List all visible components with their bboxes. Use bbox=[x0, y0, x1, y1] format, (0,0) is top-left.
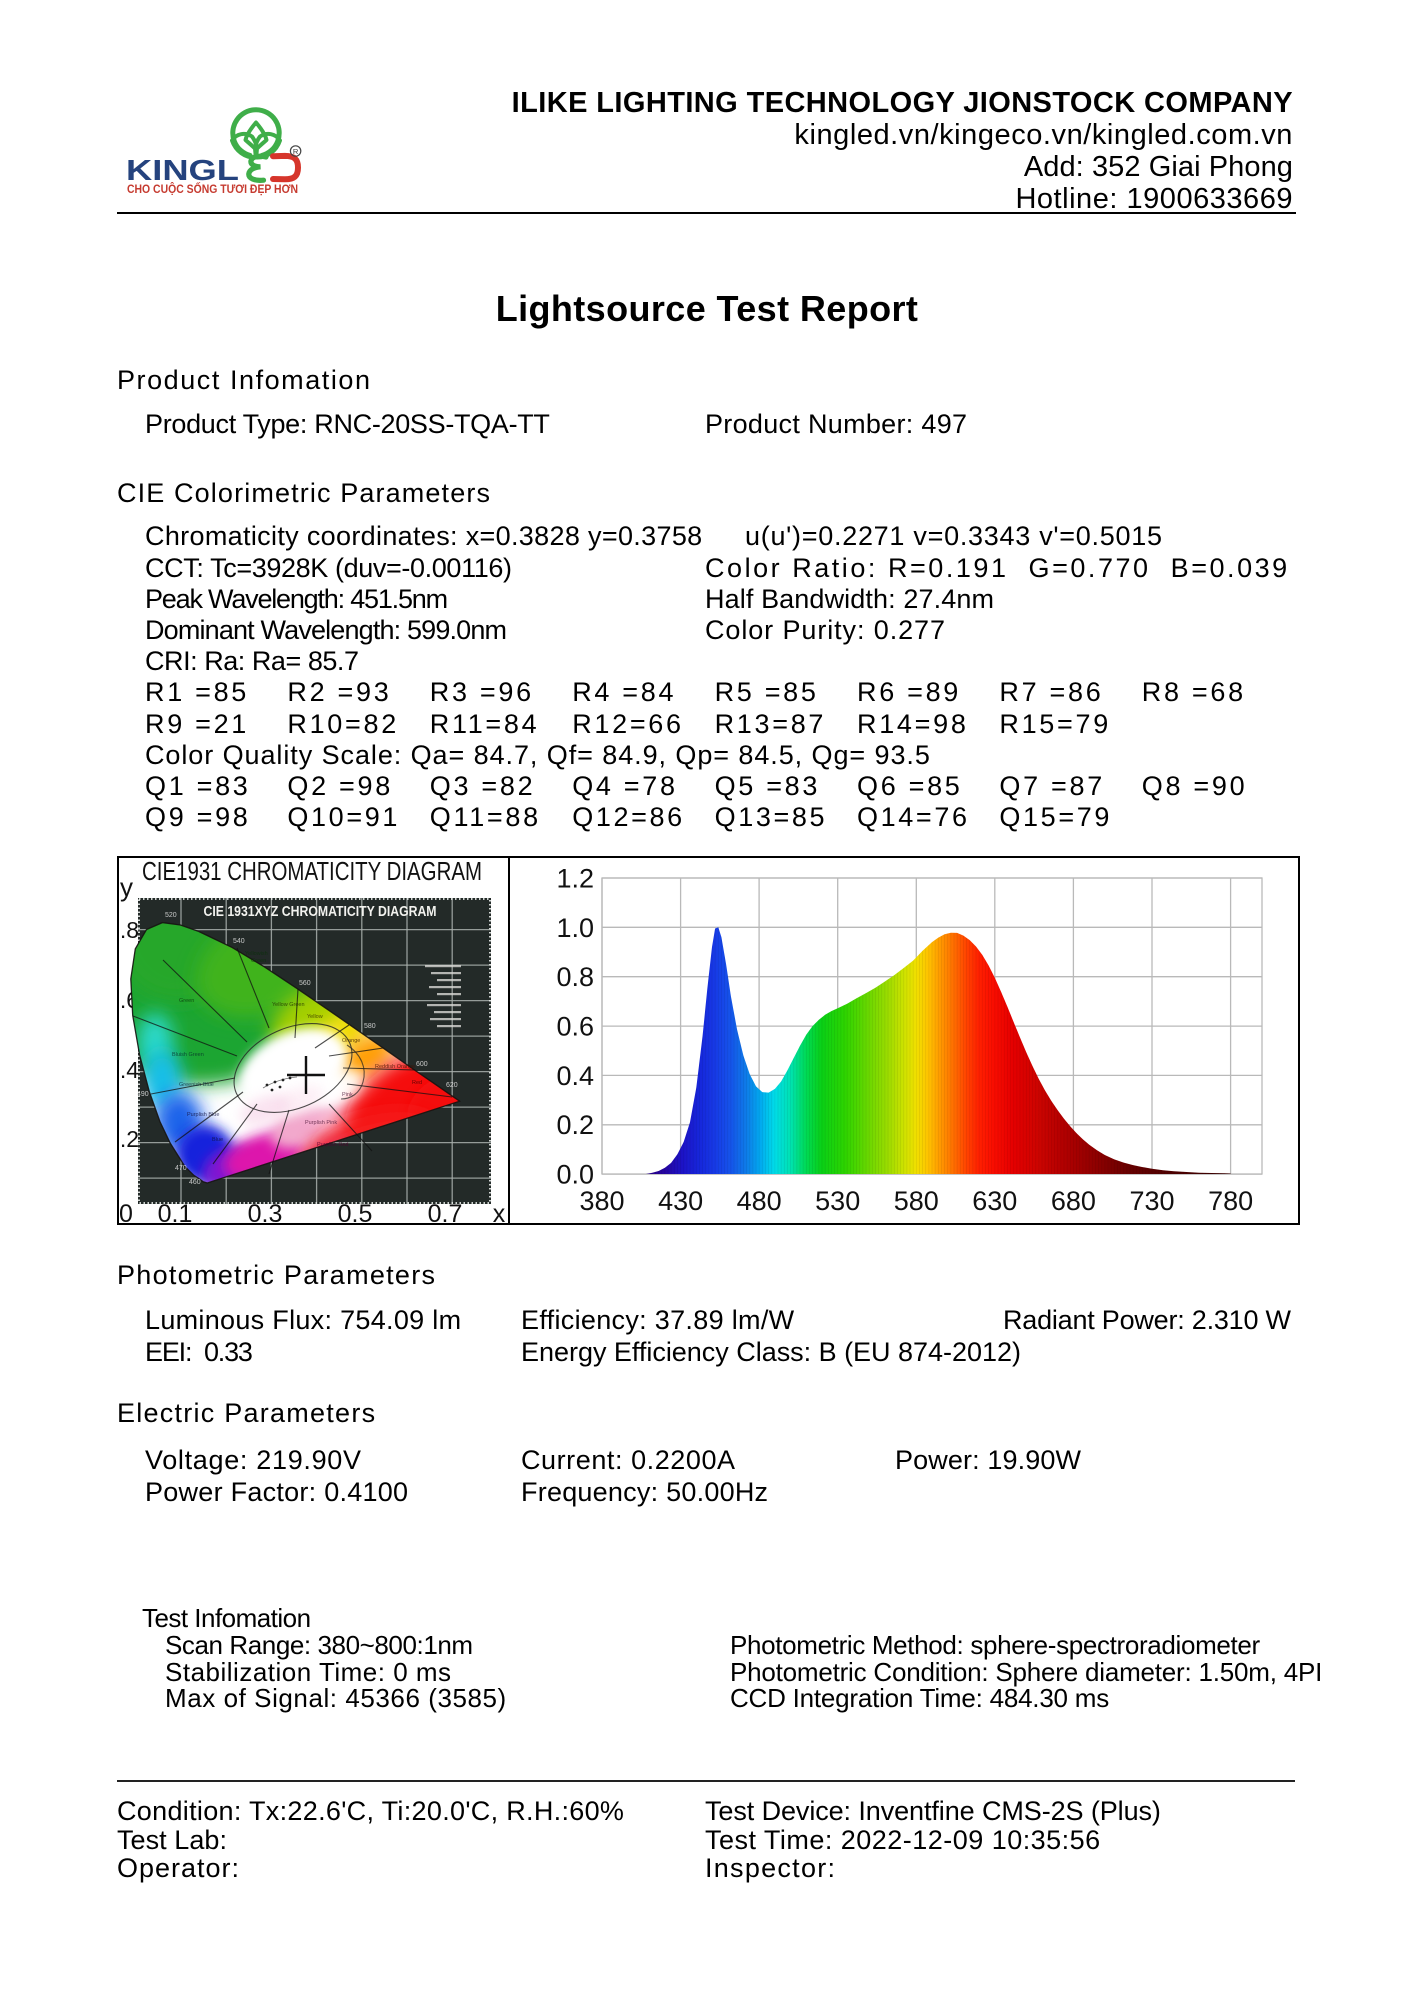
svg-text:560: 560 bbox=[299, 980, 311, 987]
svg-text:0.7: 0.7 bbox=[428, 1200, 463, 1225]
svg-text:0.5: 0.5 bbox=[338, 1200, 373, 1225]
svg-text:Bluish Green: Bluish Green bbox=[172, 1052, 204, 1058]
svg-text:Green: Green bbox=[251, 958, 266, 964]
svg-text:780: 780 bbox=[1208, 1186, 1253, 1216]
svg-text:490: 490 bbox=[137, 1091, 149, 1098]
svg-text:Yellow Green: Yellow Green bbox=[272, 1002, 305, 1008]
svg-text:Pink: Pink bbox=[342, 1092, 353, 1098]
svg-text:.2: .2 bbox=[120, 1126, 139, 1152]
svg-text:470: 470 bbox=[175, 1165, 187, 1172]
svg-text:CIE 1931XYZ CHROMATICITY DIAGR: CIE 1931XYZ CHROMATICITY DIAGRAM bbox=[204, 904, 437, 920]
svg-text:580: 580 bbox=[364, 1023, 376, 1030]
svg-text:0.0: 0.0 bbox=[556, 1160, 594, 1190]
svg-text:0: 0 bbox=[119, 1200, 133, 1225]
svg-text:0.6: 0.6 bbox=[556, 1012, 594, 1042]
svg-text:0.4: 0.4 bbox=[556, 1061, 594, 1091]
svg-text:.8: .8 bbox=[120, 917, 139, 943]
svg-text:Reddish Orange: Reddish Orange bbox=[375, 1064, 415, 1070]
svg-text:620: 620 bbox=[446, 1082, 458, 1089]
svg-text:680: 680 bbox=[1051, 1186, 1096, 1216]
svg-text:Yellow: Yellow bbox=[307, 1014, 323, 1020]
svg-text:CIE1931 CHROMATICITY DIAGRAM: CIE1931 CHROMATICITY DIAGRAM bbox=[142, 856, 482, 886]
svg-text:460: 460 bbox=[189, 1179, 201, 1186]
svg-text:1.2: 1.2 bbox=[556, 864, 594, 894]
svg-text:Green: Green bbox=[179, 998, 194, 1004]
svg-text:y: y bbox=[120, 872, 133, 902]
svg-text:Yellowish: Yellowish bbox=[245, 951, 268, 957]
svg-text:530: 530 bbox=[815, 1186, 860, 1216]
svg-text:Purplish Blue: Purplish Blue bbox=[187, 1112, 219, 1118]
svg-text:0.1: 0.1 bbox=[158, 1200, 193, 1225]
svg-text:KINGL: KINGL bbox=[126, 155, 239, 187]
svg-text:R: R bbox=[293, 147, 299, 156]
svg-text:430: 430 bbox=[658, 1186, 703, 1216]
svg-text:580: 580 bbox=[894, 1186, 939, 1216]
svg-text:600: 600 bbox=[416, 1061, 428, 1068]
svg-text:0.3: 0.3 bbox=[248, 1200, 283, 1225]
svg-text:CHO CUỘC SỐNG TƯƠI ĐẸP HƠN: CHO CUỘC SỐNG TƯƠI ĐẸP HƠN bbox=[127, 182, 298, 196]
svg-text:1.0: 1.0 bbox=[556, 913, 594, 943]
svg-text:480: 480 bbox=[737, 1186, 782, 1216]
svg-text:520: 520 bbox=[165, 912, 177, 919]
svg-text:x: x bbox=[493, 1200, 506, 1225]
svg-text:Red: Red bbox=[412, 1080, 422, 1086]
svg-text:Purplish Pink: Purplish Pink bbox=[305, 1120, 337, 1126]
svg-text:0.8: 0.8 bbox=[556, 962, 594, 992]
svg-text:730: 730 bbox=[1129, 1186, 1174, 1216]
svg-text:Blue: Blue bbox=[212, 1137, 223, 1143]
svg-text:Purplish Red: Purplish Red bbox=[317, 1142, 349, 1148]
svg-text:630: 630 bbox=[972, 1186, 1017, 1216]
svg-text:.4: .4 bbox=[120, 1057, 139, 1083]
svg-text:Greenish Blue: Greenish Blue bbox=[179, 1082, 214, 1088]
svg-text:380: 380 bbox=[579, 1186, 624, 1216]
svg-text:Orange: Orange bbox=[342, 1038, 360, 1044]
svg-text:540: 540 bbox=[233, 938, 245, 945]
svg-text:0.2: 0.2 bbox=[556, 1110, 594, 1140]
